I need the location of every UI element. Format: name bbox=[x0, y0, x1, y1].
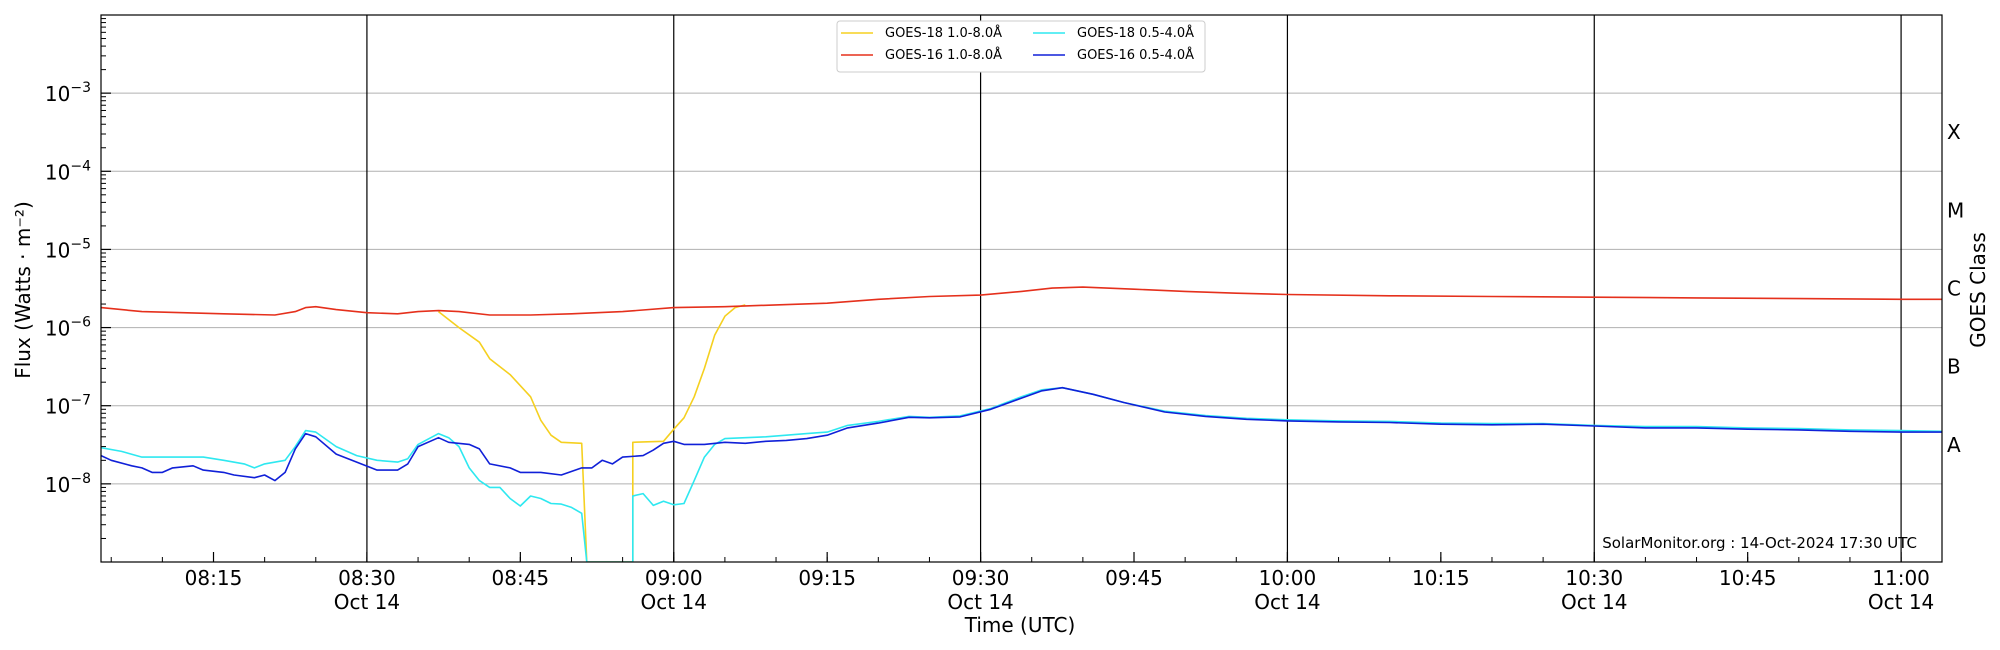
x-tick-date-label: Oct 14 bbox=[1254, 590, 1320, 614]
watermark: SolarMonitor.org : 14-Oct-2024 17:30 UTC bbox=[1602, 534, 1917, 552]
legend: GOES-18 1.0-8.0Å GOES-18 0.5-4.0Å GOES-16 … bbox=[836, 20, 1206, 73]
y-tick-label: 10−4 bbox=[45, 158, 91, 184]
x-tick-label: 10:30 bbox=[1565, 566, 1623, 590]
y-tick-label: 10−7 bbox=[45, 393, 91, 419]
x-tick-date-label: Oct 14 bbox=[1868, 590, 1934, 614]
y-tick-label: 10−8 bbox=[45, 471, 91, 497]
x-tick-label: 10:45 bbox=[1719, 566, 1777, 590]
plot-frame bbox=[100, 14, 1943, 563]
x-tick-label: 08:30 bbox=[338, 566, 396, 590]
goes-class-label: B bbox=[1947, 355, 1961, 379]
y-tick-label: 10−5 bbox=[45, 236, 91, 262]
legend-entry-label: GOES-16 0.5-4.0Å bbox=[1077, 47, 1194, 63]
goes-class-label: X bbox=[1947, 120, 1961, 144]
goes-class-axis-title: GOES Class bbox=[1966, 232, 1990, 348]
x-tick-date-label: Oct 14 bbox=[947, 590, 1013, 614]
y-tick-label: 10−6 bbox=[45, 315, 91, 341]
goes-class-label: C bbox=[1947, 277, 1961, 301]
x-tick-label: 08:15 bbox=[185, 566, 243, 590]
series-line bbox=[101, 386, 1942, 482]
series-line bbox=[101, 386, 1942, 562]
goes-class-label: M bbox=[1947, 198, 1964, 222]
x-axis-title: Time (UTC) bbox=[964, 613, 1076, 637]
goes-class-label: A bbox=[1947, 433, 1961, 457]
x-tick-label: 10:00 bbox=[1259, 566, 1317, 590]
plot-area bbox=[101, 15, 1942, 562]
x-tick-label: 09:00 bbox=[645, 566, 703, 590]
legend-entry-label: GOES-18 1.0-8.0Å bbox=[885, 25, 1002, 41]
x-tick-label: 09:45 bbox=[1105, 566, 1163, 590]
x-tick-date-label: Oct 14 bbox=[334, 590, 400, 614]
x-tick-label: 09:30 bbox=[952, 566, 1010, 590]
y-axis-title: Flux (Watts · m⁻²) bbox=[11, 201, 35, 379]
x-tick-label: 08:45 bbox=[492, 566, 550, 590]
x-tick-label: 09:15 bbox=[798, 566, 856, 590]
legend-entry-label: GOES-18 0.5-4.0Å bbox=[1077, 25, 1194, 41]
y-tick-label: 10−3 bbox=[45, 80, 91, 106]
series-line bbox=[438, 304, 746, 562]
x-tick-label: 10:15 bbox=[1412, 566, 1470, 590]
legend-box bbox=[836, 20, 1206, 73]
series-line bbox=[101, 286, 1942, 316]
x-tick-date-label: Oct 14 bbox=[641, 590, 707, 614]
legend-entry-label: GOES-16 1.0-8.0Å bbox=[885, 47, 1002, 63]
x-tick-date-label: Oct 14 bbox=[1561, 590, 1627, 614]
x-tick-label: 11:00 bbox=[1872, 566, 1930, 590]
